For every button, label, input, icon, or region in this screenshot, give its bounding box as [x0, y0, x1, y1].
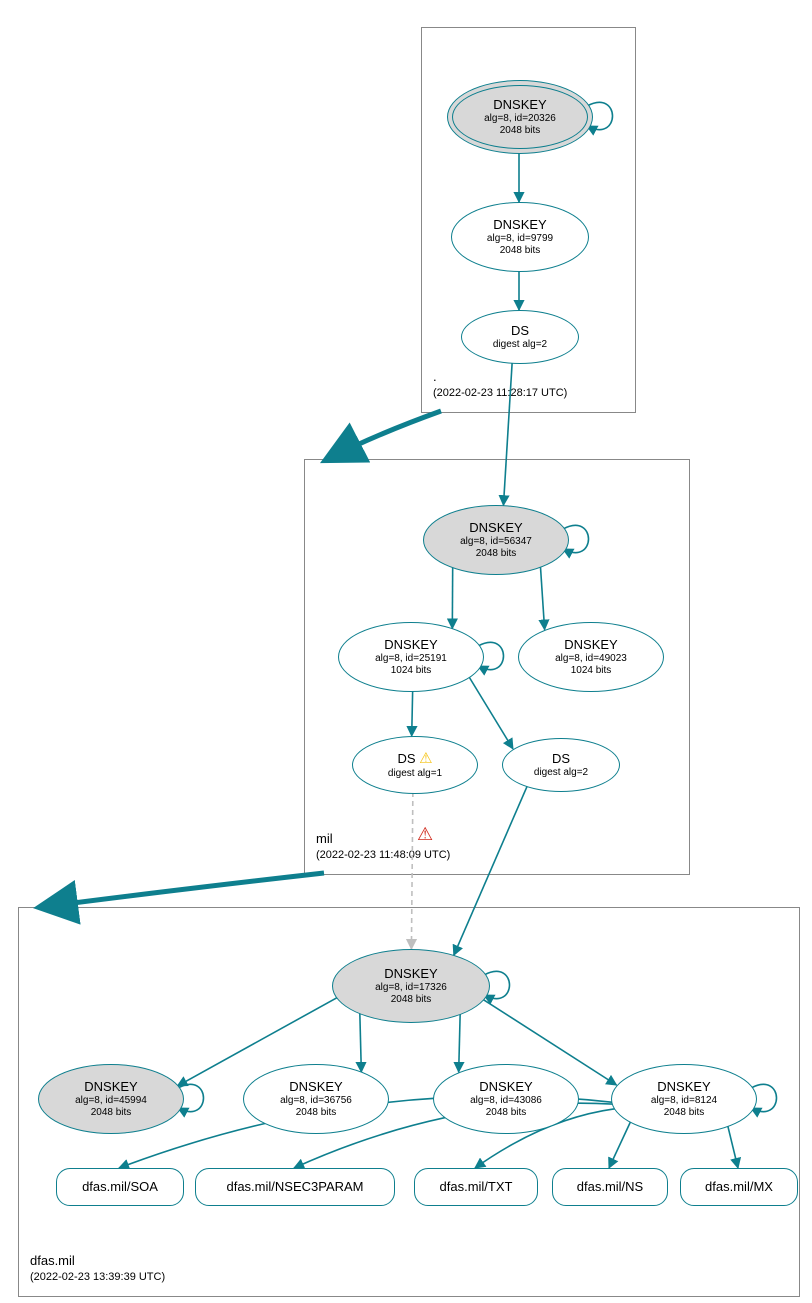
- node-title: DNSKEY: [657, 1079, 710, 1095]
- node-title: DNSKEY: [564, 637, 617, 653]
- node-title: DNSKEY: [84, 1079, 137, 1095]
- node-mil_zsk2: DNSKEYalg=8, id=490231024 bits: [518, 622, 664, 692]
- node-detail: 2048 bits: [500, 245, 541, 257]
- warning-icon: ⚠: [419, 750, 432, 768]
- node-detail: 2048 bits: [486, 1107, 527, 1119]
- node-dfas_k3: DNSKEYalg=8, id=430862048 bits: [433, 1064, 579, 1134]
- node-title: DNSKEY: [289, 1079, 342, 1095]
- rrset-mx: dfas.mil/MX: [680, 1168, 798, 1206]
- zone-root-timestamp: (2022-02-23 11:28:17 UTC): [433, 387, 567, 399]
- node-detail: alg=8, id=49023: [555, 653, 627, 665]
- rrset-txt: dfas.mil/TXT: [414, 1168, 538, 1206]
- node-title: DNSKEY: [384, 966, 437, 982]
- node-mil_ksk: DNSKEYalg=8, id=563472048 bits: [423, 505, 569, 575]
- rrset-label: dfas.mil/NS: [577, 1179, 643, 1195]
- rrset-label: dfas.mil/NSEC3PARAM: [226, 1179, 363, 1195]
- node-detail: alg=8, id=8124: [651, 1095, 717, 1107]
- node-root_ksk: DNSKEYalg=8, id=203262048 bits: [447, 80, 593, 154]
- node-detail: 2048 bits: [500, 125, 541, 137]
- zone-dfas-timestamp: (2022-02-23 13:39:39 UTC): [30, 1271, 165, 1283]
- rrset-label: dfas.mil/MX: [705, 1179, 773, 1195]
- node-detail: digest alg=1: [388, 768, 442, 780]
- node-detail: alg=8, id=20326: [484, 113, 556, 125]
- node-detail: alg=8, id=9799: [487, 233, 553, 245]
- node-dfas_ksk: DNSKEYalg=8, id=173262048 bits: [332, 949, 490, 1023]
- node-detail: 2048 bits: [664, 1107, 705, 1119]
- node-title: DS: [511, 323, 529, 339]
- node-detail: alg=8, id=36756: [280, 1095, 352, 1107]
- node-title: DNSKEY: [493, 97, 546, 113]
- rrset-label: dfas.mil/TXT: [440, 1179, 513, 1195]
- node-dfas_k4: DNSKEYalg=8, id=81242048 bits: [611, 1064, 757, 1134]
- node-dfas_k1: DNSKEYalg=8, id=459942048 bits: [38, 1064, 184, 1134]
- node-title: DNSKEY: [493, 217, 546, 233]
- node-detail: 1024 bits: [391, 665, 432, 677]
- node-detail: 2048 bits: [476, 548, 517, 560]
- error-icon: ⚠: [417, 824, 433, 845]
- node-detail: 2048 bits: [91, 1107, 132, 1119]
- node-title: DNSKEY: [469, 520, 522, 536]
- rrset-ns: dfas.mil/NS: [552, 1168, 668, 1206]
- node-detail: digest alg=2: [493, 339, 547, 351]
- zone-dfas-label: dfas.mil: [30, 1253, 75, 1268]
- node-detail: alg=8, id=43086: [470, 1095, 542, 1107]
- node-mil_zsk1: DNSKEYalg=8, id=251911024 bits: [338, 622, 484, 692]
- zone-mil-label: mil: [316, 831, 333, 846]
- node-root_zsk: DNSKEYalg=8, id=97992048 bits: [451, 202, 589, 272]
- node-title: DNSKEY: [479, 1079, 532, 1095]
- node-title: DNSKEY: [384, 637, 437, 653]
- zone-mil-timestamp: (2022-02-23 11:48:09 UTC): [316, 849, 450, 861]
- node-title: DS: [552, 751, 570, 767]
- node-detail: alg=8, id=56347: [460, 536, 532, 548]
- node-mil_ds1: DS ⚠digest alg=1: [352, 736, 478, 794]
- rrset-label: dfas.mil/SOA: [82, 1179, 158, 1195]
- node-detail: alg=8, id=17326: [375, 982, 447, 994]
- node-detail: 2048 bits: [391, 994, 432, 1006]
- node-mil_ds2: DSdigest alg=2: [502, 738, 620, 792]
- node-dfas_k2: DNSKEYalg=8, id=367562048 bits: [243, 1064, 389, 1134]
- zone-root-label: .: [433, 369, 437, 384]
- rrset-soa: dfas.mil/SOA: [56, 1168, 184, 1206]
- node-detail: digest alg=2: [534, 767, 588, 779]
- node-detail: 1024 bits: [571, 665, 612, 677]
- node-detail: alg=8, id=25191: [375, 653, 447, 665]
- node-title: DS ⚠: [397, 750, 432, 768]
- node-root_ds: DSdigest alg=2: [461, 310, 579, 364]
- rrset-nsec3: dfas.mil/NSEC3PARAM: [195, 1168, 395, 1206]
- node-detail: 2048 bits: [296, 1107, 337, 1119]
- node-detail: alg=8, id=45994: [75, 1095, 147, 1107]
